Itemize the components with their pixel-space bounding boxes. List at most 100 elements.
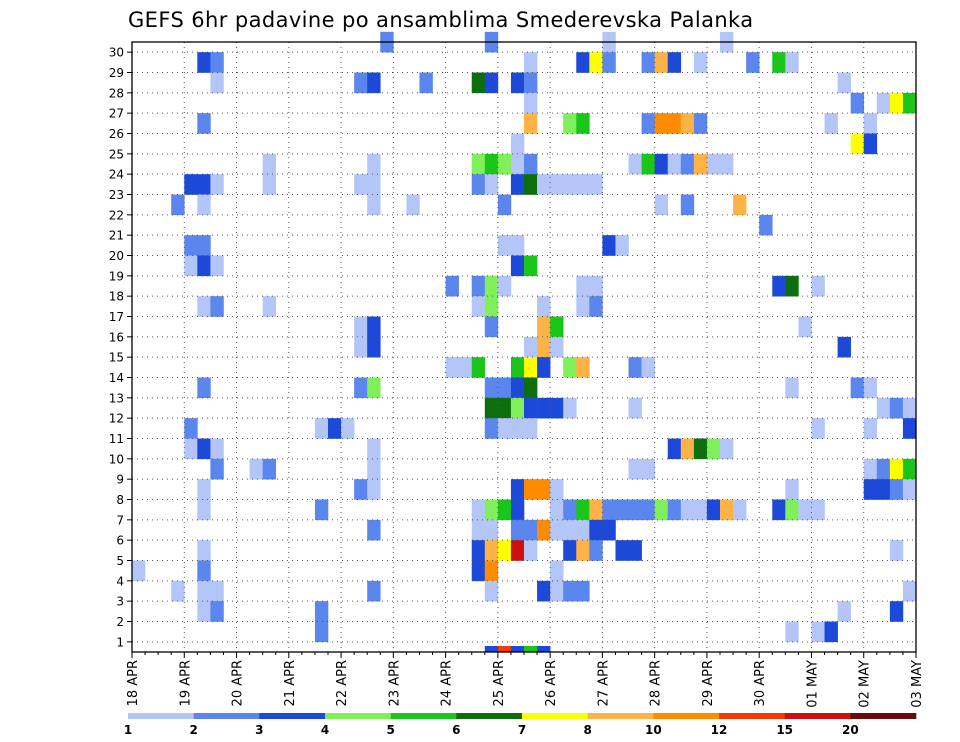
heatmap-cell bbox=[354, 377, 368, 399]
heatmap-cell bbox=[484, 646, 499, 653]
heatmap-cell bbox=[811, 418, 825, 439]
heatmap-cell bbox=[850, 133, 865, 155]
heatmap-cell bbox=[367, 174, 381, 195]
heatmap-cell bbox=[471, 174, 486, 195]
heatmap-cell bbox=[720, 438, 734, 460]
y-tick-label: 16 bbox=[109, 330, 124, 344]
heatmap-cell bbox=[837, 601, 851, 622]
y-tick-label: 27 bbox=[109, 107, 124, 121]
heatmap-cell bbox=[328, 418, 342, 439]
heatmap-cell bbox=[367, 194, 381, 216]
heatmap-cell bbox=[654, 52, 669, 73]
heatmap-cell bbox=[484, 397, 499, 419]
x-tick-label: 03 MAY bbox=[910, 660, 925, 708]
heatmap-cell bbox=[798, 499, 812, 521]
heatmap-cell bbox=[576, 296, 590, 317]
heatmap-cell bbox=[772, 275, 786, 297]
heatmap-cell bbox=[471, 153, 486, 175]
heatmap-cell bbox=[314, 621, 329, 643]
heatmap-cell bbox=[772, 52, 786, 73]
heatmap-cell bbox=[902, 458, 917, 480]
heatmap-cell bbox=[667, 153, 682, 175]
heatmap-cell bbox=[589, 275, 603, 297]
heatmap-cell bbox=[589, 52, 603, 73]
colorbar-swatch bbox=[456, 713, 523, 719]
heatmap-cell bbox=[367, 519, 381, 541]
heatmap-cell bbox=[524, 174, 538, 195]
colorbar-swatch bbox=[390, 713, 457, 719]
heatmap-cell bbox=[889, 397, 904, 419]
heatmap-cell bbox=[680, 194, 695, 216]
heatmap-cell bbox=[537, 336, 551, 358]
heatmap-cell bbox=[184, 255, 198, 277]
heatmap-cell bbox=[563, 580, 577, 602]
heatmap-cell bbox=[367, 438, 381, 460]
heatmap-cell bbox=[510, 235, 525, 256]
y-tick-label: 20 bbox=[109, 249, 124, 263]
heatmap-cell bbox=[746, 52, 760, 73]
heatmap-cell bbox=[576, 174, 590, 195]
heatmap-cell bbox=[785, 52, 799, 73]
heatmap-cell bbox=[367, 336, 381, 358]
heatmap-cell bbox=[314, 601, 329, 622]
heatmap-cell bbox=[602, 52, 616, 73]
heatmap-cell bbox=[680, 499, 695, 521]
heatmap-cell bbox=[628, 153, 642, 175]
colorbar-swatch bbox=[850, 713, 917, 719]
heatmap-cell bbox=[563, 397, 577, 419]
heatmap-cell bbox=[471, 275, 486, 297]
heatmap-cell bbox=[210, 580, 224, 602]
heatmap-cell bbox=[524, 92, 538, 114]
heatmap-cell bbox=[524, 519, 538, 541]
heatmap-cell bbox=[497, 646, 512, 653]
heatmap-cell bbox=[197, 113, 211, 134]
heatmap-cell bbox=[889, 458, 904, 480]
heatmap-cell bbox=[550, 397, 564, 419]
heatmap-cell bbox=[733, 194, 747, 216]
heatmap-cell bbox=[902, 418, 917, 439]
y-tick-label: 29 bbox=[109, 66, 124, 80]
heatmap-cell bbox=[445, 357, 459, 378]
y-tick-label: 19 bbox=[109, 269, 124, 283]
y-tick-label: 13 bbox=[109, 391, 124, 405]
x-tick-label: 20 APR bbox=[231, 660, 246, 706]
heatmap-cell bbox=[510, 519, 525, 541]
heatmap-cell bbox=[497, 275, 512, 297]
heatmap-cell bbox=[576, 519, 590, 541]
heatmap-cell bbox=[576, 52, 590, 73]
heatmap-cell bbox=[876, 397, 891, 419]
heatmap-cell bbox=[210, 174, 224, 195]
heatmap-cell bbox=[471, 499, 486, 521]
colorbar-label: 5 bbox=[386, 723, 394, 737]
colorbar-swatch bbox=[653, 713, 720, 719]
heatmap-cell bbox=[654, 499, 669, 521]
heatmap-cell bbox=[354, 479, 368, 500]
heatmap-cell bbox=[693, 438, 708, 460]
heatmap-cell bbox=[367, 316, 381, 338]
heatmap-cell bbox=[497, 153, 512, 175]
heatmap-cell bbox=[615, 235, 629, 256]
heatmap-cell bbox=[615, 499, 629, 521]
x-tick-label: 28 APR bbox=[649, 660, 664, 706]
y-tick-label: 14 bbox=[109, 371, 124, 385]
heatmap-cell bbox=[876, 479, 891, 500]
heatmap-cell bbox=[863, 458, 878, 480]
heatmap-cell bbox=[510, 499, 525, 521]
colorbar-swatch bbox=[784, 713, 851, 719]
heatmap-cell bbox=[693, 499, 708, 521]
heatmap-cell bbox=[484, 580, 499, 602]
heatmap-cell bbox=[876, 92, 891, 114]
y-tick-label: 17 bbox=[109, 310, 124, 324]
heatmap-cell bbox=[863, 133, 878, 155]
heatmap-cell bbox=[510, 377, 525, 399]
heatmap-cell bbox=[889, 479, 904, 500]
heatmap-cell bbox=[628, 357, 642, 378]
heatmap-cell bbox=[471, 357, 486, 378]
heatmap-cell bbox=[484, 499, 499, 521]
chart-title: GEFS 6hr padavine po ansamblima Smederev… bbox=[128, 8, 754, 32]
heatmap-cell bbox=[772, 499, 786, 521]
heatmap-cell bbox=[537, 316, 551, 338]
heatmap-cell bbox=[210, 255, 224, 277]
heatmap-cell bbox=[550, 479, 564, 500]
heatmap-cell bbox=[602, 499, 616, 521]
